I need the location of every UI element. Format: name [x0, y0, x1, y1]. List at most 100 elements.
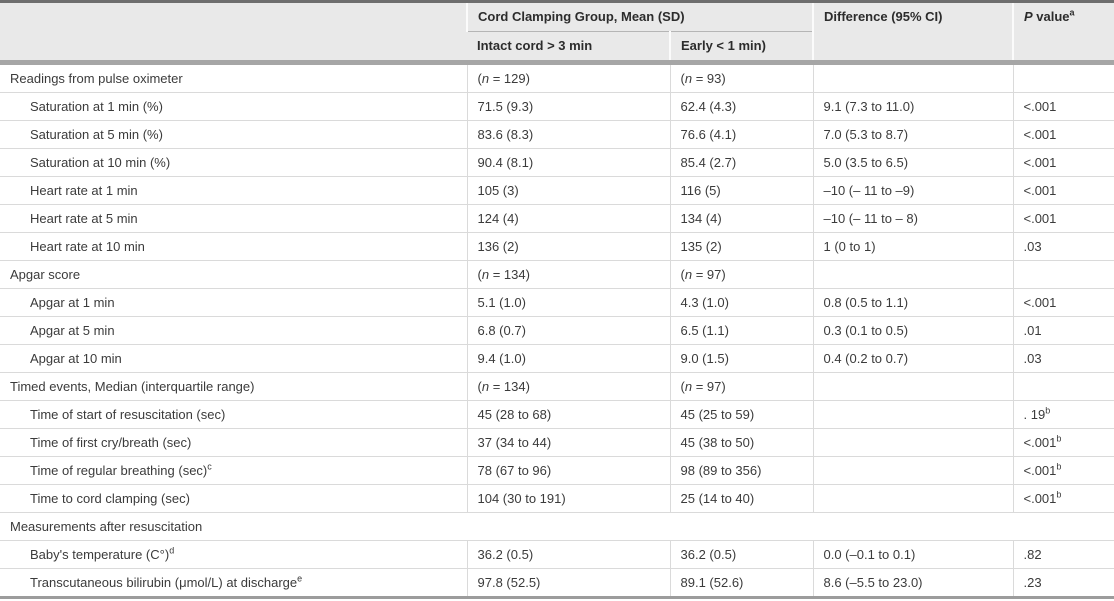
difference-cell: 0.8 (0.5 to 1.1) — [812, 288, 1014, 317]
difference-cell — [812, 456, 1014, 485]
table-row: Apgar at 10 min 9.4 (1.0) 9.0 (1.5) 0.4 … — [0, 344, 1114, 373]
p-value-footnote-mark: a — [1069, 7, 1075, 18]
difference-cell: 0.0 (–0.1 to 0.1) — [812, 540, 1014, 569]
row-label-cell: Baby's temperature (C°)d — [0, 540, 468, 569]
row-label-column-header — [0, 1, 467, 65]
table-row: Heart rate at 5 min 124 (4) 134 (4) –10 … — [0, 204, 1114, 233]
table-row: Transcutaneous bilirubin (μmol/L) at dis… — [0, 568, 1114, 598]
intact-value-cell: 78 (67 to 96) — [466, 456, 671, 485]
table-row: Readings from pulse oximeter (n = 129) (… — [0, 62, 1114, 93]
early-value-cell: 89.1 (52.6) — [669, 568, 814, 598]
difference-cell: 0.3 (0.1 to 0.5) — [812, 316, 1014, 345]
row-label-cell: Heart rate at 1 min — [0, 176, 468, 205]
table-row: Time of start of resuscitation (sec) 45 … — [0, 400, 1114, 429]
difference-cell — [812, 260, 1014, 289]
difference-cell: 9.1 (7.3 to 11.0) — [812, 92, 1014, 121]
group-header: Cord Clamping Group, Mean (SD) — [466, 1, 813, 32]
table-header: Cord Clamping Group, Mean (SD) Differenc… — [0, 1, 1114, 65]
row-label-cell: Time of first cry/breath (sec) — [0, 428, 468, 457]
p-value-cell: <.001b — [1012, 428, 1114, 457]
early-value-cell: 45 (38 to 50) — [669, 428, 814, 457]
p-value-cell: .01 — [1012, 316, 1114, 345]
intact-cord-column-header: Intact cord > 3 min — [467, 31, 670, 65]
difference-cell: –10 (– 11 to –9) — [812, 176, 1014, 205]
row-label-cell: Readings from pulse oximeter — [0, 62, 468, 93]
row-label-cell: Time of start of resuscitation (sec) — [0, 400, 468, 429]
table-row: Saturation at 5 min (%) 83.6 (8.3) 76.6 … — [0, 120, 1114, 149]
section-label-cell: Measurements after resuscitation — [0, 512, 1114, 541]
p-value-cell: .03 — [1012, 344, 1114, 373]
table-row: Apgar at 1 min 5.1 (1.0) 4.3 (1.0) 0.8 (… — [0, 288, 1114, 317]
difference-cell — [812, 428, 1014, 457]
table-row: Apgar at 5 min 6.8 (0.7) 6.5 (1.1) 0.3 (… — [0, 316, 1114, 345]
early-value-cell: (n = 97) — [669, 260, 814, 289]
p-value-cell: <.001 — [1012, 288, 1114, 317]
intact-value-cell: 104 (30 to 191) — [466, 484, 671, 513]
table-row: Saturation at 10 min (%) 90.4 (8.1) 85.4… — [0, 148, 1114, 177]
difference-cell — [812, 372, 1014, 401]
early-column-header: Early < 1 min) — [669, 31, 813, 65]
p-value-cell — [1012, 62, 1114, 93]
early-value-cell: 45 (25 to 59) — [669, 400, 814, 429]
p-value-cell: .23 — [1012, 568, 1114, 598]
row-label-cell: Transcutaneous bilirubin (μmol/L) at dis… — [0, 568, 468, 598]
intact-value-cell: 6.8 (0.7) — [466, 316, 671, 345]
early-value-cell: (n = 97) — [669, 372, 814, 401]
early-value-cell: (n = 93) — [669, 62, 814, 93]
early-value-cell: 85.4 (2.7) — [669, 148, 814, 177]
row-label-cell: Apgar score — [0, 260, 468, 289]
p-value-cell: <.001 — [1012, 92, 1114, 121]
p-value-cell: <.001 — [1012, 204, 1114, 233]
difference-cell — [812, 484, 1014, 513]
early-value-cell: 76.6 (4.1) — [669, 120, 814, 149]
table-body: Readings from pulse oximeter (n = 129) (… — [0, 62, 1114, 598]
table-row: Time of regular breathing (sec)c 78 (67 … — [0, 456, 1114, 485]
intact-value-cell: 83.6 (8.3) — [466, 120, 671, 149]
early-value-cell: 9.0 (1.5) — [669, 344, 814, 373]
difference-cell: 8.6 (–5.5 to 23.0) — [812, 568, 1014, 598]
row-label-cell: Heart rate at 5 min — [0, 204, 468, 233]
early-value-cell: 36.2 (0.5) — [669, 540, 814, 569]
difference-cell: –10 (– 11 to – 8) — [812, 204, 1014, 233]
difference-cell: 0.4 (0.2 to 0.7) — [812, 344, 1014, 373]
intact-value-cell: 71.5 (9.3) — [466, 92, 671, 121]
p-value-column-header: P valuea — [1012, 1, 1114, 65]
early-value-cell: 135 (2) — [669, 232, 814, 261]
early-value-cell: 6.5 (1.1) — [669, 316, 814, 345]
p-value-cell — [1012, 372, 1114, 401]
row-label-cell: Heart rate at 10 min — [0, 232, 468, 261]
p-value-cell: .03 — [1012, 232, 1114, 261]
p-value-rest: value — [1032, 9, 1070, 24]
p-value-cell: .82 — [1012, 540, 1114, 569]
row-label-cell: Time of regular breathing (sec)c — [0, 456, 468, 485]
p-value-italic: P — [1024, 9, 1033, 24]
p-value-cell: <.001 — [1012, 176, 1114, 205]
table-row: Heart rate at 10 min 136 (2) 135 (2) 1 (… — [0, 232, 1114, 261]
intact-value-cell: 9.4 (1.0) — [466, 344, 671, 373]
intact-value-cell: (n = 134) — [466, 372, 671, 401]
intact-value-cell: 45 (28 to 68) — [466, 400, 671, 429]
row-label-cell: Time to cord clamping (sec) — [0, 484, 468, 513]
early-value-cell: 62.4 (4.3) — [669, 92, 814, 121]
row-label-cell: Apgar at 5 min — [0, 316, 468, 345]
row-label-cell: Apgar at 1 min — [0, 288, 468, 317]
difference-cell: 1 (0 to 1) — [812, 232, 1014, 261]
intact-value-cell: (n = 129) — [466, 62, 671, 93]
p-value-cell: . 19b — [1012, 400, 1114, 429]
table-row: Saturation at 1 min (%) 71.5 (9.3) 62.4 … — [0, 92, 1114, 121]
intact-value-cell: 124 (4) — [466, 204, 671, 233]
section-row: Measurements after resuscitation — [0, 512, 1114, 541]
row-label-cell: Saturation at 10 min (%) — [0, 148, 468, 177]
early-value-cell: 98 (89 to 356) — [669, 456, 814, 485]
row-label-cell: Apgar at 10 min — [0, 344, 468, 373]
intact-value-cell: 105 (3) — [466, 176, 671, 205]
intact-value-cell: 90.4 (8.1) — [466, 148, 671, 177]
table-row: Heart rate at 1 min 105 (3) 116 (5) –10 … — [0, 176, 1114, 205]
early-value-cell: 25 (14 to 40) — [669, 484, 814, 513]
difference-cell: 5.0 (3.5 to 6.5) — [812, 148, 1014, 177]
p-value-cell: <.001 — [1012, 148, 1114, 177]
table-row: Apgar score (n = 134) (n = 97) — [0, 260, 1114, 289]
row-label-cell: Saturation at 5 min (%) — [0, 120, 468, 149]
difference-cell — [812, 400, 1014, 429]
difference-column-header: Difference (95% CI) — [812, 1, 1013, 65]
